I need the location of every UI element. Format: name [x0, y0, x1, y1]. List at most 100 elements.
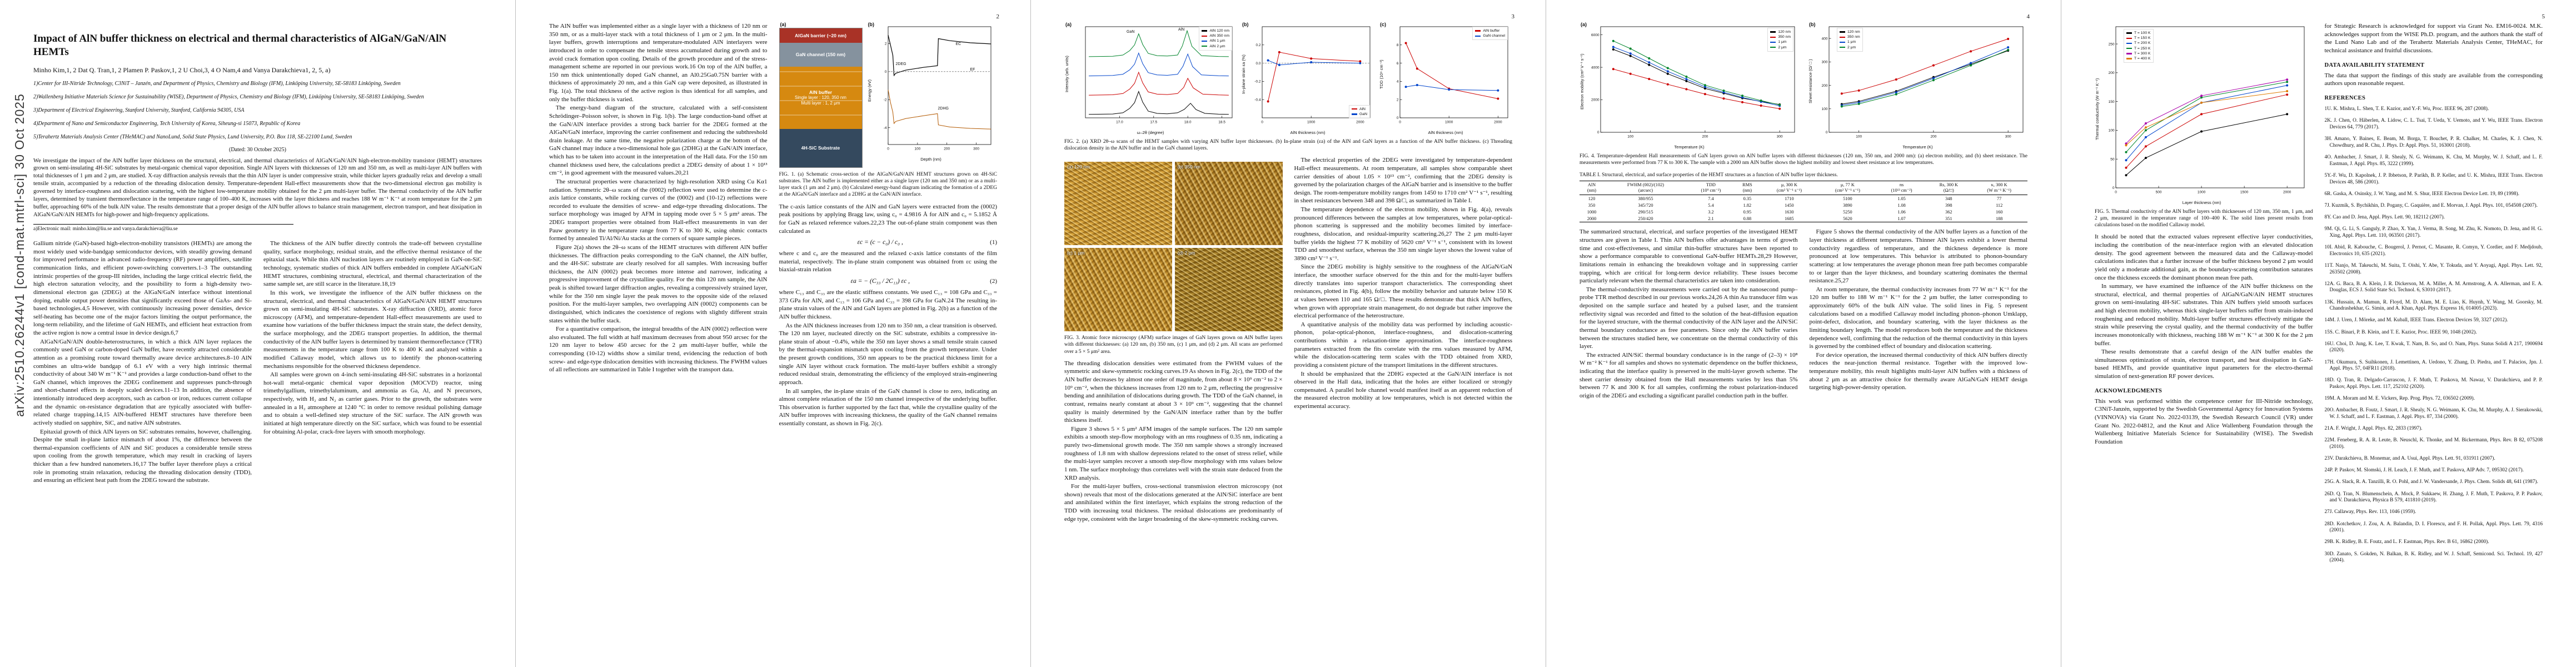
paragraph: In summary, we have examined the influen… — [2095, 283, 2313, 347]
reference-item: 1U. K. Mishra, L. Shen, T. E. Kazior, an… — [2324, 106, 2489, 112]
affiliation: 1)Center for III-Nitride Technology, C3N… — [33, 80, 401, 87]
fig2a-legend: AlN 120 nm AlN 350 nm AlN 1 μm AlN 2 μm — [1199, 27, 1232, 51]
panel-a-label: (a) — [780, 22, 786, 27]
svg-text:0.0: 0.0 — [1255, 62, 1260, 66]
footnote-email: a)Electronic mail: minho.kim@liu.se and … — [33, 224, 294, 232]
layer-algan-barrier: AlGaN barrier (~20 nm) — [779, 28, 862, 43]
affiliation: 5)Terahertz Materials Analysis Center (T… — [33, 133, 352, 140]
fig1-panel-a: (a) AlGaN barrier (~20 nm) GaN channel (… — [779, 22, 863, 168]
paragraph: These results demonstrate that a careful… — [2095, 349, 2313, 380]
paragraph: In all samples, the in-plane strain of t… — [779, 387, 998, 427]
svg-text:18.5: 18.5 — [1218, 121, 1225, 125]
table-row: 2000 250/420 2.1 0.88 1685 5620 1.07 351 188 — [1587, 216, 2003, 221]
svg-text:-0.4: -0.4 — [1254, 98, 1261, 102]
svg-text:6000: 6000 — [1591, 33, 1600, 37]
legend-entry: T = 300 K — [2126, 51, 2151, 56]
legend-entry: 1 μm — [1840, 39, 1860, 44]
svg-text:300: 300 — [973, 147, 979, 151]
paragraph: AlGaN/GaN/AlN double-heterostructures, i… — [33, 338, 252, 426]
page-4-content: (a) Electron mobility (cm² V⁻¹ s⁻¹) 100 2… — [1546, 0, 2061, 667]
afm-label: (b) 350 nm — [1177, 164, 1200, 170]
fig2a-x-axis-label: ω–2θ (degree) — [1137, 130, 1164, 135]
layer-label: GaN channel (150 nm) — [795, 52, 846, 58]
svg-text:200: 200 — [1822, 84, 1828, 88]
fig1-caption: FIG. 1. (a) Schematic cross-section of t… — [779, 172, 998, 198]
afm-image-a: (a) 120 nm — [1064, 162, 1172, 246]
afm-label: (d) 2 μm — [1177, 250, 1195, 256]
reference-list: 1U. K. Mishra, L. Shen, T. E. Kazior, an… — [2325, 106, 2543, 564]
fig2b-y-axis-label: In-plane strain εa (%) — [1241, 54, 1246, 94]
svg-text:1000: 1000 — [1445, 121, 1453, 125]
paragraph: The thermal-conductivity measurements we… — [1580, 286, 1798, 350]
reference-item: 17H. Okumura, S. Suihkonen, J. Lemettine… — [2324, 359, 2543, 372]
layer-sublabel: Single layer : 120, 350 nm — [795, 95, 846, 101]
figure-5: Thermal conductivity (W m⁻¹ K⁻¹) 0 500 100… — [2095, 22, 2313, 228]
legend-entry: 350 nm — [1770, 34, 1791, 39]
p1-col-left: Gallium nitride (GaN)-based high-electro… — [33, 240, 252, 485]
table1-caption: TABLE I. Structural, electrical, and sur… — [1580, 172, 1838, 178]
legend-entry: AlN 350 nm — [1202, 33, 1229, 38]
equation-1: εc = (c − c₀) / c₀ , (1) — [779, 239, 997, 246]
svg-text:-4: -4 — [883, 126, 886, 130]
svg-text:0: 0 — [2112, 186, 2115, 190]
data-availability-text: The data that support the findings of th… — [2324, 72, 2543, 87]
svg-text:6: 6 — [1397, 62, 1399, 66]
reference-item: 15S. C. Binari, P. B. Klein, and T. E. K… — [2324, 329, 2477, 335]
fig5-x-axis-label: Layer thickness (nm) — [2182, 200, 2221, 205]
fig3-caption: FIG. 3. Atomic force microscopy (AFM) su… — [1064, 335, 1283, 355]
paragraph: In this work, we investigate the influen… — [263, 289, 482, 370]
reference-item: 27J. Callaway, Phys. Rev. 113, 1046 (195… — [2324, 509, 2416, 515]
svg-text:100: 100 — [2109, 129, 2115, 133]
svg-text:0: 0 — [1826, 131, 1828, 135]
svg-text:0: 0 — [1597, 131, 1600, 135]
table-row: 120 380/955 7.4 0.35 1710 5100 1.05 348 77 — [1588, 196, 2002, 201]
p5-left-text: It should be noted that the extracted va… — [2095, 233, 2313, 380]
p5-col-left: Thermal conductivity (W m⁻¹ K⁻¹) 0 500 100… — [2095, 22, 2313, 565]
paragraph: The extracted AlN/SiC thermal boundary c… — [1580, 351, 1798, 399]
fig4b-legend: 120 nm 350 nm 1 μm 2 μm — [1837, 28, 1863, 52]
legend-entry: T = 100 K — [2126, 31, 2151, 36]
reference-item: 4O. Ambacher, J. Smart, J. R. Shealy, N.… — [2324, 154, 2543, 167]
svg-text:50: 50 — [2110, 157, 2115, 161]
fig2b-x-axis-label: AlN thickness (nm) — [1290, 130, 1326, 135]
data-availability-heading: DATA AVAILABILITY STATEMENT — [2324, 62, 2425, 68]
paragraph: All samples were grown on 4-inch semi-in… — [263, 371, 482, 435]
reference-item: 5Y.-F. Wu, D. Kapolnek, J. P. Ibbetson, … — [2324, 172, 2543, 185]
fig5-caption: FIG. 5. Thermal conductivity of the AlN … — [2095, 209, 2313, 228]
svg-text:100: 100 — [914, 147, 920, 151]
svg-text:1000: 1000 — [2198, 191, 2206, 195]
page-number: 3 — [1511, 13, 1515, 20]
fig1b-y-axis-label: Energy (eV) — [866, 79, 872, 102]
page-2-content: The AlN buffer was implemented either as… — [516, 0, 1030, 667]
paragraph: A quantitative analysis of the mobility … — [1294, 321, 1513, 369]
fig2-panel-c: (c) TDD (10⁹ cm⁻²) 0 1000 2000 0 2 4 6 8 AlN th… — [1379, 22, 1512, 135]
afm-label: (c) 1 μm — [1067, 250, 1085, 256]
annotation-ec: EC — [955, 42, 961, 46]
page-3: 3 (a) Intensity (arb. units) 17.0 17.5 18.… — [1030, 0, 1546, 667]
p3-col-left: (a) 120 nm (b) 350 nm (c) 1 μm (d) 2 μm … — [1064, 156, 1283, 524]
paragraph: Gallium nitride (GaN)-based high-electro… — [33, 240, 252, 336]
svg-text:-0.2: -0.2 — [1254, 80, 1261, 84]
paragraph: The summarized structural, electrical, a… — [1580, 228, 1798, 285]
reference-item: 25G. A. Slack, R. A. Tanzilli, R. O. Poh… — [2324, 479, 2538, 485]
paragraph: where c and c₀ are the measured and the … — [779, 250, 998, 273]
fig2-panel-a: (a) Intensity (arb. units) 17.0 17.5 18.0 1… — [1064, 22, 1237, 135]
legend-entry: T = 400 K — [2126, 56, 2151, 61]
svg-text:200: 200 — [2109, 71, 2115, 75]
paragraph: For a quantitative comparison, the integ… — [549, 326, 768, 374]
legend-entry: T = 150 K — [2126, 36, 2151, 41]
page-number: 4 — [2026, 13, 2030, 20]
layer-label: 4H-SiC Substrate — [801, 145, 840, 151]
svg-text:0: 0 — [1261, 121, 1263, 125]
svg-text:4000: 4000 — [1591, 66, 1600, 69]
legend-entry: T = 200 K — [2126, 41, 2151, 46]
equation-number: (2) — [990, 278, 997, 285]
svg-text:200: 200 — [944, 147, 950, 151]
fig1-panel-b: (b) Energy (eV) 0 100 200 300 -4 -2 0 2 Depth (… — [866, 22, 995, 168]
afm-image-d: (d) 2 μm — [1174, 248, 1283, 332]
panel-b-label: (b) — [868, 22, 875, 27]
svg-text:1500: 1500 — [2240, 191, 2249, 195]
svg-text:2: 2 — [884, 42, 886, 46]
paragraph: At room temperature, the thermal conduct… — [1809, 286, 2028, 350]
legend-entry: GaN channel — [1475, 33, 1505, 38]
